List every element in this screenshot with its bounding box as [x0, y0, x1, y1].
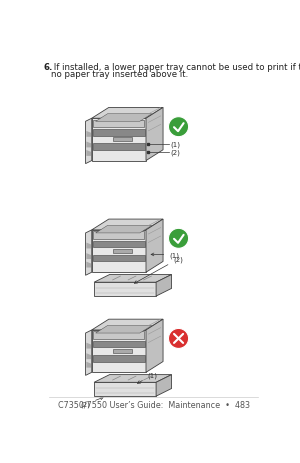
Text: (2): (2) — [80, 397, 103, 407]
Polygon shape — [156, 275, 172, 296]
Polygon shape — [93, 120, 145, 128]
Polygon shape — [113, 250, 132, 254]
Text: (1): (1) — [137, 372, 158, 383]
Text: C7350/7550 User’s Guide:  Maintenance  •  483: C7350/7550 User’s Guide: Maintenance • 4… — [58, 400, 250, 409]
Polygon shape — [94, 282, 156, 296]
Text: (2): (2) — [170, 150, 180, 156]
Polygon shape — [92, 255, 145, 262]
Polygon shape — [93, 332, 145, 339]
Polygon shape — [92, 341, 145, 348]
Text: (2): (2) — [134, 256, 183, 284]
Polygon shape — [86, 142, 91, 148]
Polygon shape — [86, 131, 91, 138]
Polygon shape — [96, 226, 152, 233]
Polygon shape — [92, 319, 163, 330]
Polygon shape — [92, 231, 146, 273]
Text: 6.: 6. — [44, 63, 53, 72]
Polygon shape — [86, 362, 91, 368]
Circle shape — [169, 229, 189, 249]
Polygon shape — [86, 150, 91, 156]
Polygon shape — [146, 319, 163, 373]
Polygon shape — [146, 219, 163, 273]
Polygon shape — [113, 349, 132, 353]
Polygon shape — [113, 138, 132, 142]
Polygon shape — [85, 330, 92, 375]
Polygon shape — [92, 330, 146, 373]
Circle shape — [169, 329, 189, 349]
Polygon shape — [92, 130, 145, 137]
Polygon shape — [156, 375, 172, 396]
Polygon shape — [85, 119, 92, 164]
Polygon shape — [93, 232, 145, 239]
Polygon shape — [94, 382, 156, 396]
Polygon shape — [92, 144, 145, 150]
Polygon shape — [86, 343, 91, 349]
Polygon shape — [86, 353, 91, 359]
Polygon shape — [96, 326, 152, 333]
Text: (1): (1) — [151, 251, 179, 258]
Text: no paper tray inserted above it.: no paper tray inserted above it. — [52, 70, 189, 79]
Polygon shape — [86, 262, 91, 268]
Polygon shape — [92, 119, 146, 161]
Text: (1): (1) — [170, 141, 180, 148]
Polygon shape — [96, 114, 152, 122]
Polygon shape — [92, 241, 145, 248]
Polygon shape — [94, 375, 172, 382]
Polygon shape — [86, 243, 91, 249]
Polygon shape — [92, 219, 163, 231]
Polygon shape — [86, 254, 91, 259]
Polygon shape — [85, 231, 92, 275]
Polygon shape — [92, 108, 163, 119]
Polygon shape — [94, 275, 172, 282]
Polygon shape — [92, 355, 145, 362]
Polygon shape — [146, 108, 163, 161]
Text: If installed, a lower paper tray cannot be used to print if there is: If installed, a lower paper tray cannot … — [52, 63, 300, 72]
Circle shape — [169, 118, 189, 138]
